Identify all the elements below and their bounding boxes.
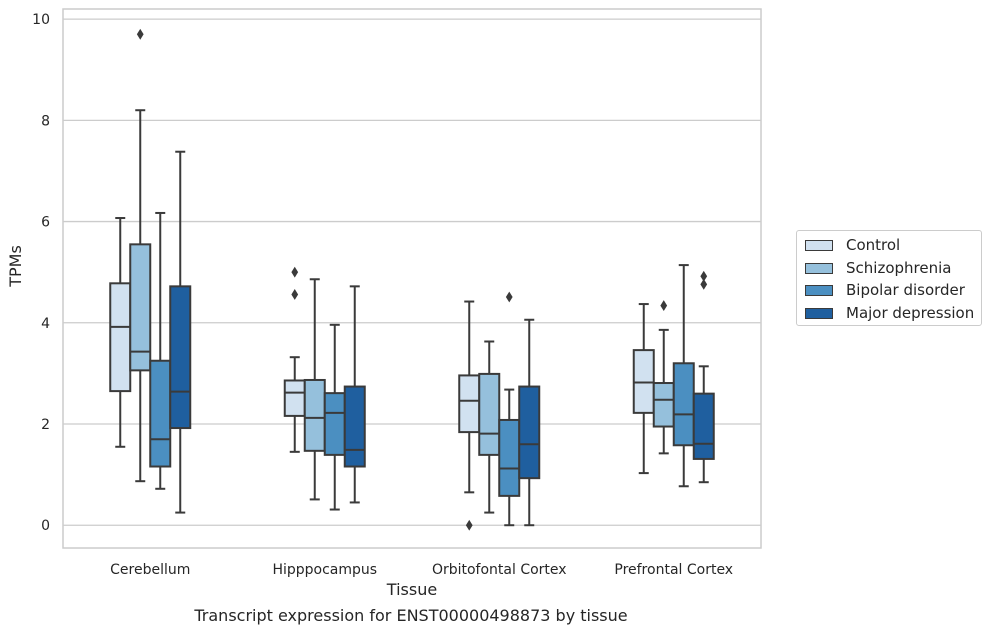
y-tick-label: 2 (41, 417, 50, 433)
iqr-box (692, 392, 715, 460)
x-tick-label: Cerebellum (110, 562, 190, 578)
y-tick-label: 8 (41, 113, 50, 129)
x-tick-label: Hipppocampus (272, 562, 377, 578)
outlier-point (465, 519, 473, 531)
box-3-0 (632, 303, 655, 475)
legend-swatch-bipolar-disorder (805, 284, 833, 296)
figure-caption: Transcript expression for ENST0000049887… (194, 606, 628, 625)
iqr-box (323, 392, 346, 456)
plot-frame (62, 8, 762, 549)
outlier-point (700, 278, 708, 290)
iqr-box (129, 243, 152, 372)
legend-label-schizophrenia: Schizophrenia (846, 259, 952, 277)
iqr-box (632, 349, 655, 414)
outlier-point (505, 291, 513, 303)
y-tick-labels: 0 2 4 6 8 10 (32, 12, 50, 534)
iqr-box (672, 362, 695, 447)
outlier-point (660, 300, 668, 311)
iqr-box (458, 374, 481, 434)
x-tick-label: Orbitofontal Cortex (432, 562, 567, 578)
y-tick-label: 0 (41, 518, 50, 534)
box-0-3 (169, 150, 192, 514)
box-series (109, 28, 715, 531)
box-1-3 (343, 285, 366, 504)
legend-swatch-major-depression (805, 307, 833, 319)
iqr-box (109, 282, 132, 393)
box-1-1 (303, 278, 326, 501)
iqr-box (343, 385, 366, 468)
box-0-0 (109, 217, 132, 448)
box-2-1 (478, 340, 501, 514)
legend-swatch-control (805, 239, 833, 251)
y-tick-label: 10 (32, 12, 50, 28)
legend-item-control: Control (805, 235, 900, 255)
outlier-point (291, 289, 299, 300)
y-axis-label: TPMs (6, 245, 25, 288)
legend: Control Schizophrenia Bipolar disorder M… (796, 230, 982, 326)
y-tick-label: 6 (41, 215, 50, 231)
outlier-point (700, 270, 708, 282)
box-0-2 (149, 211, 172, 490)
legend-swatch-schizophrenia (805, 262, 833, 274)
legend-item-bipolar-disorder: Bipolar disorder (805, 280, 965, 300)
x-tick-labels: Cerebellum Hipppocampus Orbitofontal Corte… (110, 562, 733, 578)
outlier-point (136, 28, 144, 40)
iqr-box (478, 372, 501, 456)
iqr-box (498, 418, 521, 497)
iqr-box (652, 382, 675, 428)
legend-item-schizophrenia: Schizophrenia (805, 258, 951, 278)
outlier-point (291, 266, 299, 278)
iqr-box (303, 378, 326, 452)
box-1-2 (323, 323, 346, 511)
iqr-box (169, 285, 192, 430)
box-2-3 (518, 318, 541, 527)
legend-label-bipolar-disorder: Bipolar disorder (846, 281, 965, 299)
iqr-box (518, 385, 541, 480)
y-tick-label: 4 (41, 316, 50, 332)
x-tick-label: Prefrontal Cortex (614, 562, 733, 578)
legend-label-major-depression: Major depression (846, 304, 975, 322)
box-2-0 (458, 300, 481, 531)
box-3-3 (692, 270, 715, 484)
box-3-2 (672, 264, 695, 488)
box-2-2 (498, 291, 521, 527)
iqr-box (283, 379, 306, 417)
iqr-box (149, 359, 172, 468)
box-0-1 (129, 28, 152, 483)
legend-label-control: Control (846, 236, 901, 254)
x-axis-label: Tissue (386, 580, 437, 599)
legend-item-major-depression: Major depression (805, 303, 974, 323)
